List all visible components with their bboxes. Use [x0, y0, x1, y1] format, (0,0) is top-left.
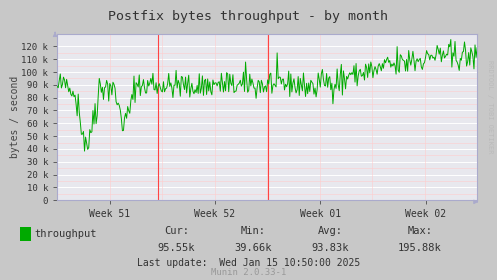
Y-axis label: bytes / second: bytes / second	[10, 76, 20, 158]
Text: Postfix bytes throughput - by month: Postfix bytes throughput - by month	[108, 10, 389, 23]
Text: Cur:: Cur:	[164, 226, 189, 236]
Text: Last update:  Wed Jan 15 10:50:00 2025: Last update: Wed Jan 15 10:50:00 2025	[137, 258, 360, 268]
Text: 95.55k: 95.55k	[158, 243, 195, 253]
Text: 39.66k: 39.66k	[235, 243, 272, 253]
Text: throughput: throughput	[35, 229, 97, 239]
Text: 195.88k: 195.88k	[398, 243, 442, 253]
Text: RRDTOOL / TOBI OETIKER: RRDTOOL / TOBI OETIKER	[487, 60, 493, 153]
Text: Munin 2.0.33-1: Munin 2.0.33-1	[211, 268, 286, 277]
Text: 93.83k: 93.83k	[312, 243, 349, 253]
Text: Max:: Max:	[408, 226, 432, 236]
Text: Avg:: Avg:	[318, 226, 343, 236]
Text: Min:: Min:	[241, 226, 266, 236]
